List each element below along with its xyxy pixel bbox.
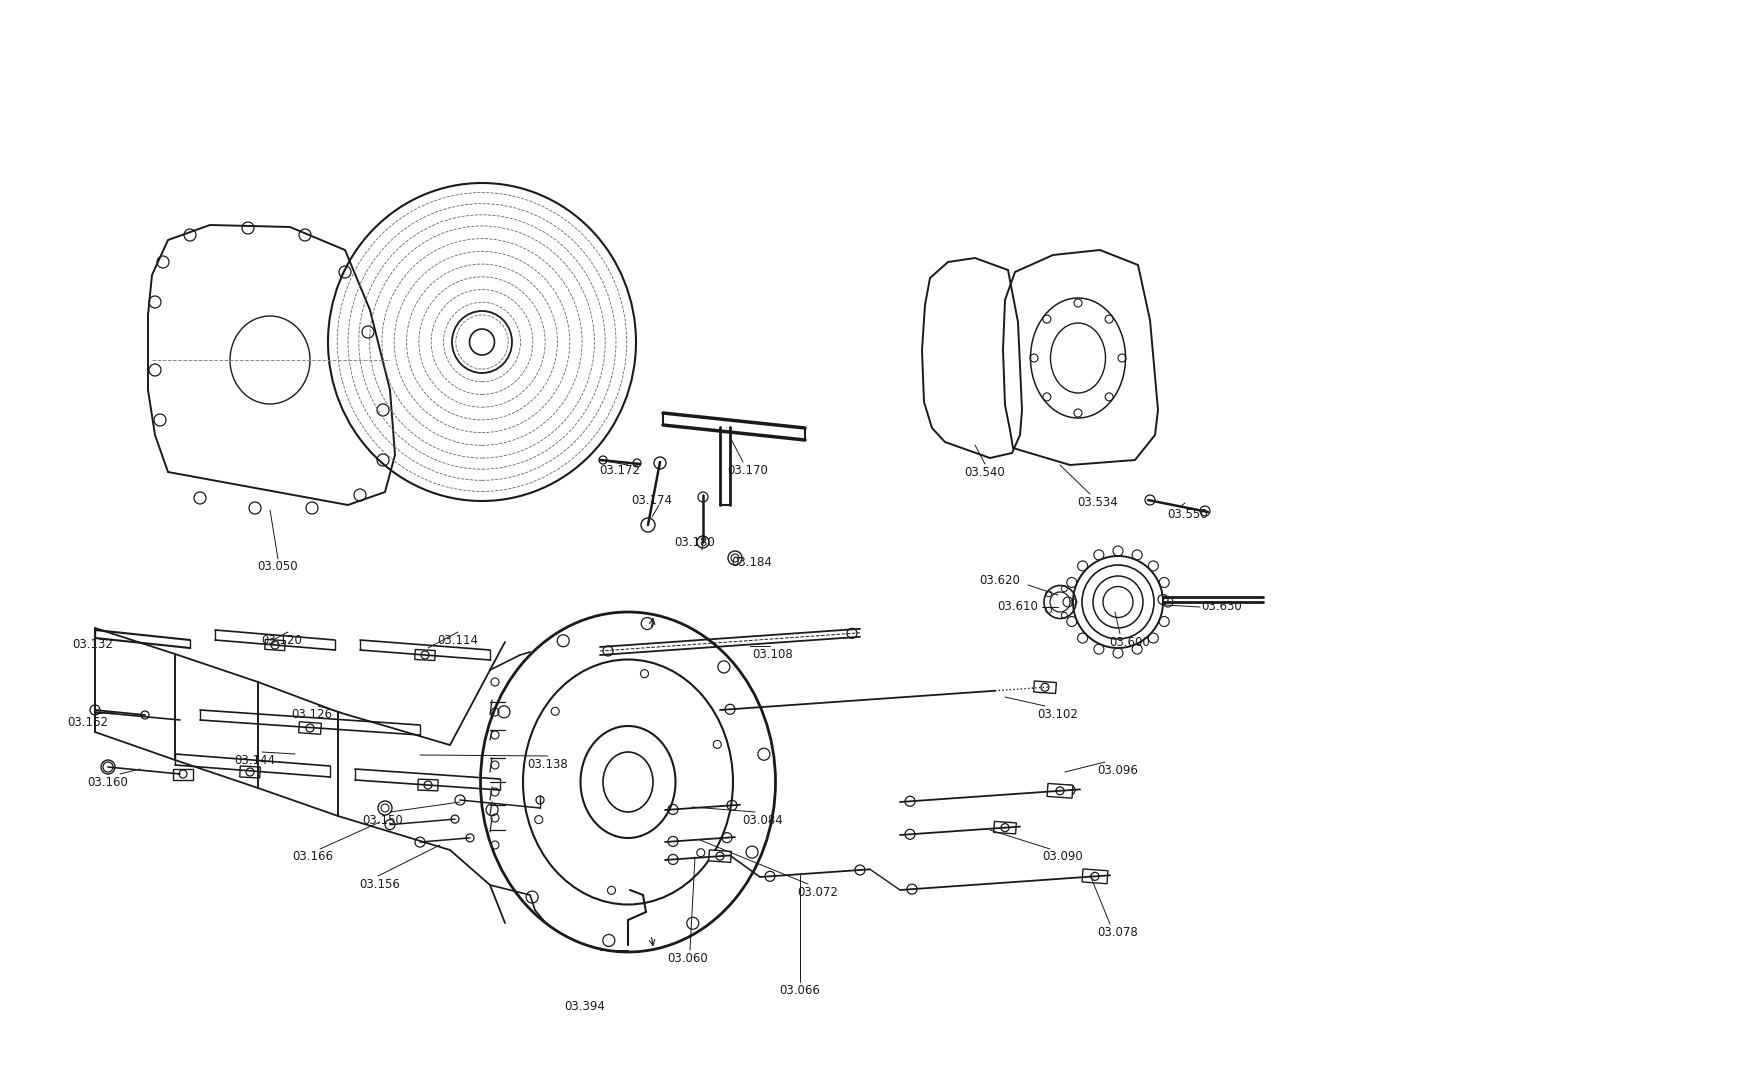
Text: 03.144: 03.144 [235,753,275,766]
Text: 03.126: 03.126 [292,707,332,720]
Circle shape [381,804,390,812]
Text: 03.072: 03.072 [796,886,838,899]
Text: 03.600: 03.600 [1109,636,1149,648]
Text: 03.108: 03.108 [753,647,793,660]
Text: 03.114: 03.114 [436,633,478,646]
Text: 03.090: 03.090 [1042,851,1083,863]
Text: 03.060: 03.060 [668,951,708,964]
Polygon shape [414,649,435,660]
Text: 03.138: 03.138 [527,758,569,770]
Polygon shape [1033,681,1056,693]
Text: 03.170: 03.170 [727,463,769,476]
Polygon shape [1047,783,1073,798]
Text: 03.120: 03.120 [261,633,303,646]
Text: 03.166: 03.166 [292,851,334,863]
Text: 03.096: 03.096 [1097,764,1137,777]
Polygon shape [264,639,285,651]
Polygon shape [708,850,730,862]
Polygon shape [417,779,438,791]
Text: 03.162: 03.162 [68,716,108,729]
Text: 03.534: 03.534 [1076,495,1118,508]
Text: 03.078: 03.078 [1097,926,1137,938]
Text: 03.184: 03.184 [730,555,772,568]
Text: 03.172: 03.172 [600,463,640,476]
Text: 03.066: 03.066 [779,983,821,996]
Polygon shape [1082,869,1108,884]
Circle shape [730,554,739,562]
Text: 03.620: 03.620 [979,574,1019,586]
Text: 03.160: 03.160 [87,776,129,789]
Text: 03.540: 03.540 [963,465,1005,478]
Polygon shape [240,766,261,778]
Polygon shape [299,722,322,734]
Text: 03.102: 03.102 [1036,707,1078,720]
Polygon shape [172,768,193,780]
Text: 03.150: 03.150 [362,813,403,826]
Text: 03.610: 03.610 [996,600,1038,613]
Text: 03.156: 03.156 [360,877,400,890]
Text: 03.394: 03.394 [563,1000,605,1013]
Text: 03.630: 03.630 [1202,600,1242,613]
Text: 03.180: 03.180 [675,535,715,549]
Text: 03.550: 03.550 [1167,508,1207,521]
Text: 03.174: 03.174 [631,493,671,506]
Text: 03.050: 03.050 [257,561,297,574]
Text: 03.132: 03.132 [73,638,113,651]
Text: 03.084: 03.084 [743,813,783,826]
Polygon shape [993,822,1016,834]
